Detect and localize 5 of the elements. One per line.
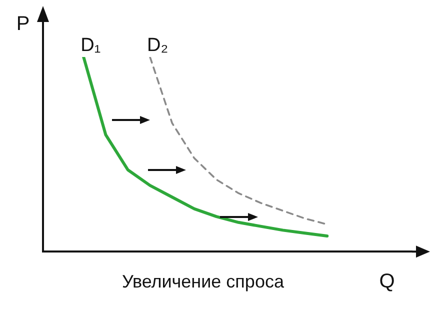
series-label: D₂ bbox=[147, 35, 168, 56]
text: Увеличение спроса bbox=[122, 272, 285, 292]
series-label: D₁ bbox=[80, 35, 101, 56]
x-axis-title: Q bbox=[379, 270, 395, 293]
y-axis-title: P bbox=[16, 13, 30, 35]
